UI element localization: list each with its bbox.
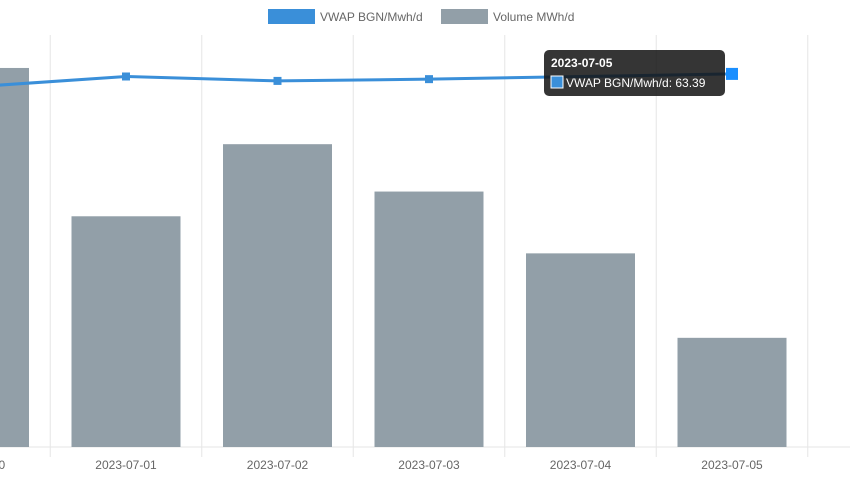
legend-label-vwap: VWAP BGN/Mwh/d	[320, 10, 423, 24]
vwap-point-hovered	[726, 67, 738, 80]
tooltip: 2023-07-05 VWAP BGN/Mwh/d: 63.39	[544, 50, 725, 96]
legend-swatch-vwap	[268, 9, 315, 24]
volume-bar	[677, 337, 787, 447]
legend-item-volume[interactable]: Volume MWh/d	[441, 9, 574, 24]
volume-bars	[0, 67, 787, 448]
vwap-point	[122, 72, 130, 81]
x-tick-label: 2023-06-30	[0, 458, 6, 472]
legend-item-vwap[interactable]: VWAP BGN/Mwh/d	[268, 9, 423, 24]
vwap-point	[425, 75, 433, 84]
volume-bar	[526, 253, 635, 447]
volume-bar	[223, 144, 332, 447]
x-tick-label: 2023-07-01	[95, 458, 157, 472]
volume-bar	[71, 216, 181, 447]
x-tick-label: 2023-07-04	[550, 458, 612, 472]
vwap-point	[273, 76, 282, 85]
tooltip-value: VWAP BGN/Mwh/d: 63.39	[566, 76, 706, 90]
x-axis: 2023-06-30 2023-07-01 2023-07-02 2023-07-03…	[0, 458, 763, 472]
volume-bar	[0, 67, 29, 448]
tooltip-box	[544, 50, 725, 96]
x-tick-label: 2023-07-03	[398, 458, 460, 472]
legend-swatch-volume	[441, 9, 488, 24]
x-tick-label: 2023-07-02	[247, 458, 309, 472]
tooltip-swatch	[550, 75, 564, 89]
x-tick-label: 2023-07-05	[701, 458, 763, 472]
legend-label-volume: Volume MWh/d	[493, 10, 574, 24]
volume-bar	[374, 191, 484, 447]
legend[interactable]: VWAP BGN/Mwh/d Volume MWh/d	[268, 9, 574, 24]
tooltip-title: 2023-07-05	[551, 56, 613, 70]
